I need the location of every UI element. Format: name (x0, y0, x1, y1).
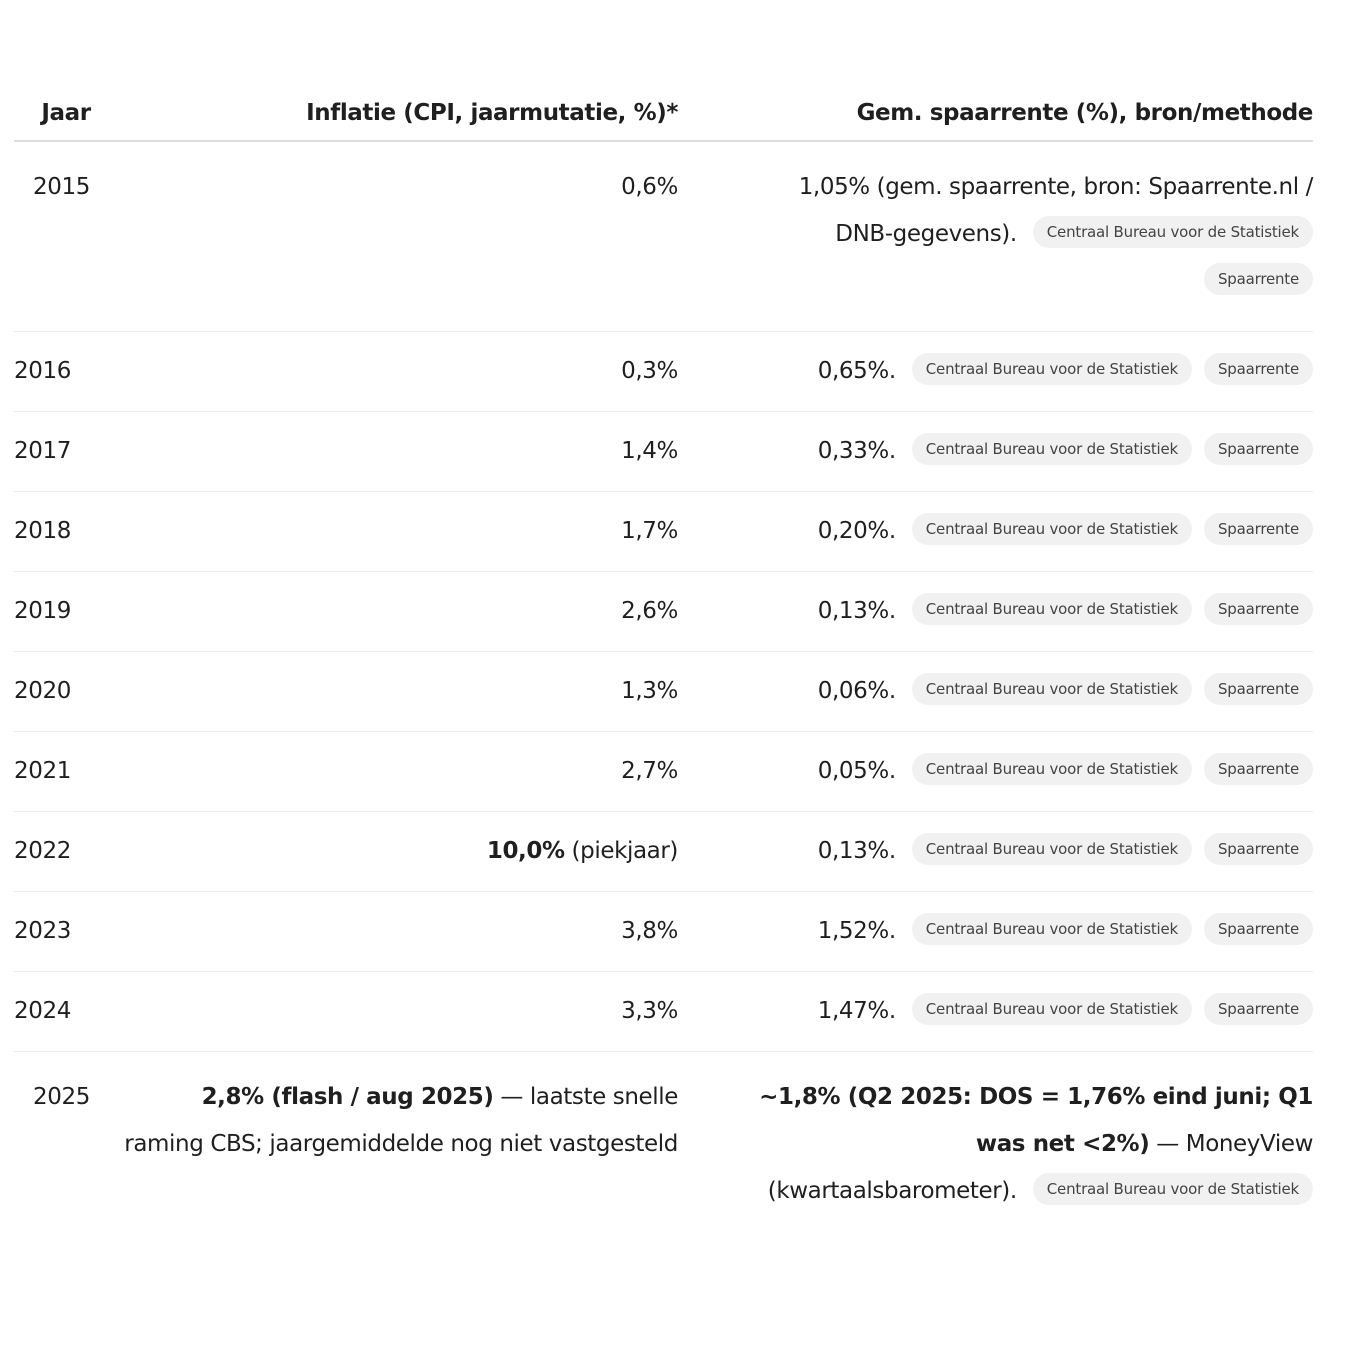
source-chip[interactable]: Centraal Bureau voor de Statistiek (911, 752, 1192, 785)
year-cell: 2017 (14, 411, 118, 492)
inflation-cell: 0,3% (118, 331, 678, 412)
savings-rate-cell: 0,13%. Centraal Bureau voor de Statistiek… (678, 571, 1313, 652)
rate-text: 0,13%. (817, 838, 896, 864)
savings-rate-cell: 1,47%. Centraal Bureau voor de Statistiek… (678, 971, 1313, 1052)
inflation-cell: 2,6% (118, 571, 678, 652)
table-row: 2025 2,8% (flash / aug 2025) — laatste sn… (14, 1052, 1313, 1242)
year-cell: 2023 (14, 891, 118, 972)
inflation-cell: 3,3% (118, 971, 678, 1052)
source-chip[interactable]: Spaarrente (1203, 672, 1313, 705)
table-row: 2022 10,0% (piekjaar) 0,13%. Centraal Burea… (14, 811, 1313, 892)
inflation-bold: 10,0% (486, 838, 565, 864)
source-chip[interactable]: Spaarrente (1203, 752, 1313, 785)
source-chip[interactable]: Spaarrente (1203, 832, 1313, 865)
source-chip[interactable]: Centraal Bureau voor de Statistiek (911, 432, 1192, 465)
source-chip[interactable]: Centraal Bureau voor de Statistiek (1032, 1172, 1313, 1205)
inflation-text: 0,6% (621, 174, 678, 200)
year-cell: 2019 (14, 571, 118, 652)
inflation-savings-table: Jaar Inflatie (CPI, jaarmutatie, %)* Gem… (14, 90, 1313, 1241)
table-row: 2023 3,8% 1,52%. Centraal Bureau voor de St… (14, 891, 1313, 972)
inflation-cell: 1,3% (118, 651, 678, 732)
source-chip[interactable]: Spaarrente (1203, 912, 1313, 945)
inflation-cell: 0,6% (118, 141, 678, 332)
table-row: 2020 1,3% 0,06%. Centraal Bureau voor de St… (14, 651, 1313, 732)
rate-text: 0,33%. (817, 438, 896, 464)
table-row: 2015 0,6% 1,05% (gem. spaarrente, bron: Sp… (14, 141, 1313, 332)
source-chip[interactable]: Centraal Bureau voor de Statistiek (911, 912, 1192, 945)
source-chip[interactable]: Centraal Bureau voor de Statistiek (911, 672, 1192, 705)
rate-bold: ~1,8% (Q2 2025: DOS = 1,76% eind juni; Q… (759, 1084, 1313, 1157)
inflation-text: 2,7% (621, 758, 678, 784)
source-chip[interactable]: Spaarrente (1203, 512, 1313, 545)
inflation-text: 1,4% (621, 438, 678, 464)
year-cell: 2025 (33, 1084, 90, 1110)
savings-rate-cell: ~1,8% (Q2 2025: DOS = 1,76% eind juni; Q… (678, 1052, 1313, 1242)
table-row: 2018 1,7% 0,20%. Centraal Bureau voor de St… (14, 491, 1313, 572)
year-cell: 2020 (14, 651, 118, 732)
source-chip[interactable]: Spaarrente (1203, 432, 1313, 465)
source-chip[interactable]: Spaarrente (1203, 592, 1313, 625)
rate-text: 0,65%. (817, 358, 896, 384)
year-cell: 2015 (14, 141, 118, 332)
inflation-text: 1,7% (621, 518, 678, 544)
inflation-text: 0,3% (621, 358, 678, 384)
rate-text: 0,05%. (817, 758, 896, 784)
year-cell: 2022 (14, 811, 118, 892)
rate-text: 1,52%. (817, 918, 896, 944)
year-cell: 2024 (14, 971, 118, 1052)
year-cell: 2021 (14, 731, 118, 812)
savings-rate-cell: 0,05%. Centraal Bureau voor de Statistiek… (678, 731, 1313, 812)
inflation-text: — laatste snelle raming CBS; jaargemidde… (124, 1084, 678, 1157)
inflation-cell: 1,4% (118, 411, 678, 492)
inflation-cell: 2,8% (flash / aug 2025) — laatste snelle… (118, 1052, 678, 1242)
source-chip[interactable]: Centraal Bureau voor de Statistiek (911, 992, 1192, 1025)
year-cell: 2016 (14, 331, 118, 412)
source-chip[interactable]: Centraal Bureau voor de Statistiek (911, 512, 1192, 545)
header-year: Jaar (14, 90, 118, 142)
table-row: 2021 2,7% 0,05%. Centraal Bureau voor de St… (14, 731, 1313, 812)
table-row: 2017 1,4% 0,33%. Centraal Bureau voor de St… (14, 411, 1313, 492)
source-chip[interactable]: Spaarrente (1203, 262, 1313, 295)
savings-rate-cell: 0,13%. Centraal Bureau voor de Statistiek… (678, 811, 1313, 892)
source-chip[interactable]: Centraal Bureau voor de Statistiek (911, 832, 1192, 865)
source-chip[interactable]: Centraal Bureau voor de Statistiek (1032, 215, 1313, 248)
source-chip[interactable]: Spaarrente (1203, 992, 1313, 1025)
rate-text: — MoneyView (kwartaalsbarometer). (767, 1131, 1314, 1204)
inflation-text: 2,6% (621, 598, 678, 624)
source-chip[interactable]: Spaarrente (1203, 352, 1313, 385)
savings-rate-cell: 1,52%. Centraal Bureau voor de Statistiek… (678, 891, 1313, 972)
rate-text: 0,13%. (817, 598, 896, 624)
inflation-text: (piekjaar) (564, 838, 679, 864)
inflation-cell: 2,7% (118, 731, 678, 812)
header-inflation: Inflatie (CPI, jaarmutatie, %)* (118, 90, 678, 142)
savings-rate-cell: 0,33%. Centraal Bureau voor de Statistiek… (678, 411, 1313, 492)
savings-rate-cell: 0,06%. Centraal Bureau voor de Statistiek… (678, 651, 1313, 732)
table-header-row: Jaar Inflatie (CPI, jaarmutatie, %)* Gem… (14, 90, 1313, 142)
inflation-text: 1,3% (621, 678, 678, 704)
savings-rate-cell: 0,65%. Centraal Bureau voor de Statistiek… (678, 331, 1313, 412)
inflation-cell: 3,8% (118, 891, 678, 972)
year-cell: 2018 (14, 491, 118, 572)
inflation-cell: 1,7% (118, 491, 678, 572)
rate-text: 1,05% (gem. spaarrente, bron: Spaarrente… (798, 174, 1314, 247)
table-row: 2024 3,3% 1,47%. Centraal Bureau voor de St… (14, 971, 1313, 1052)
table-row: 2019 2,6% 0,13%. Centraal Bureau voor de St… (14, 571, 1313, 652)
inflation-bold: 2,8% (flash / aug 2025) (201, 1084, 494, 1110)
rate-text: 0,20%. (817, 518, 896, 544)
rate-text: 0,06%. (817, 678, 896, 704)
inflation-cell: 10,0% (piekjaar) (118, 811, 679, 892)
inflation-text: 3,3% (621, 998, 678, 1024)
inflation-text: 3,8% (621, 918, 678, 944)
table-row: 2016 0,3% 0,65%. Centraal Bureau voor de St… (14, 331, 1313, 412)
savings-rate-cell: 1,05% (gem. spaarrente, bron: Spaarrente… (678, 141, 1313, 332)
source-chip[interactable]: Centraal Bureau voor de Statistiek (911, 592, 1192, 625)
header-savings-rate: Gem. spaarrente (%), bron/methode (678, 90, 1313, 142)
source-chip[interactable]: Centraal Bureau voor de Statistiek (911, 352, 1192, 385)
rate-text: 1,47%. (817, 998, 896, 1024)
savings-rate-cell: 0,20%. Centraal Bureau voor de Statistiek… (678, 491, 1313, 572)
